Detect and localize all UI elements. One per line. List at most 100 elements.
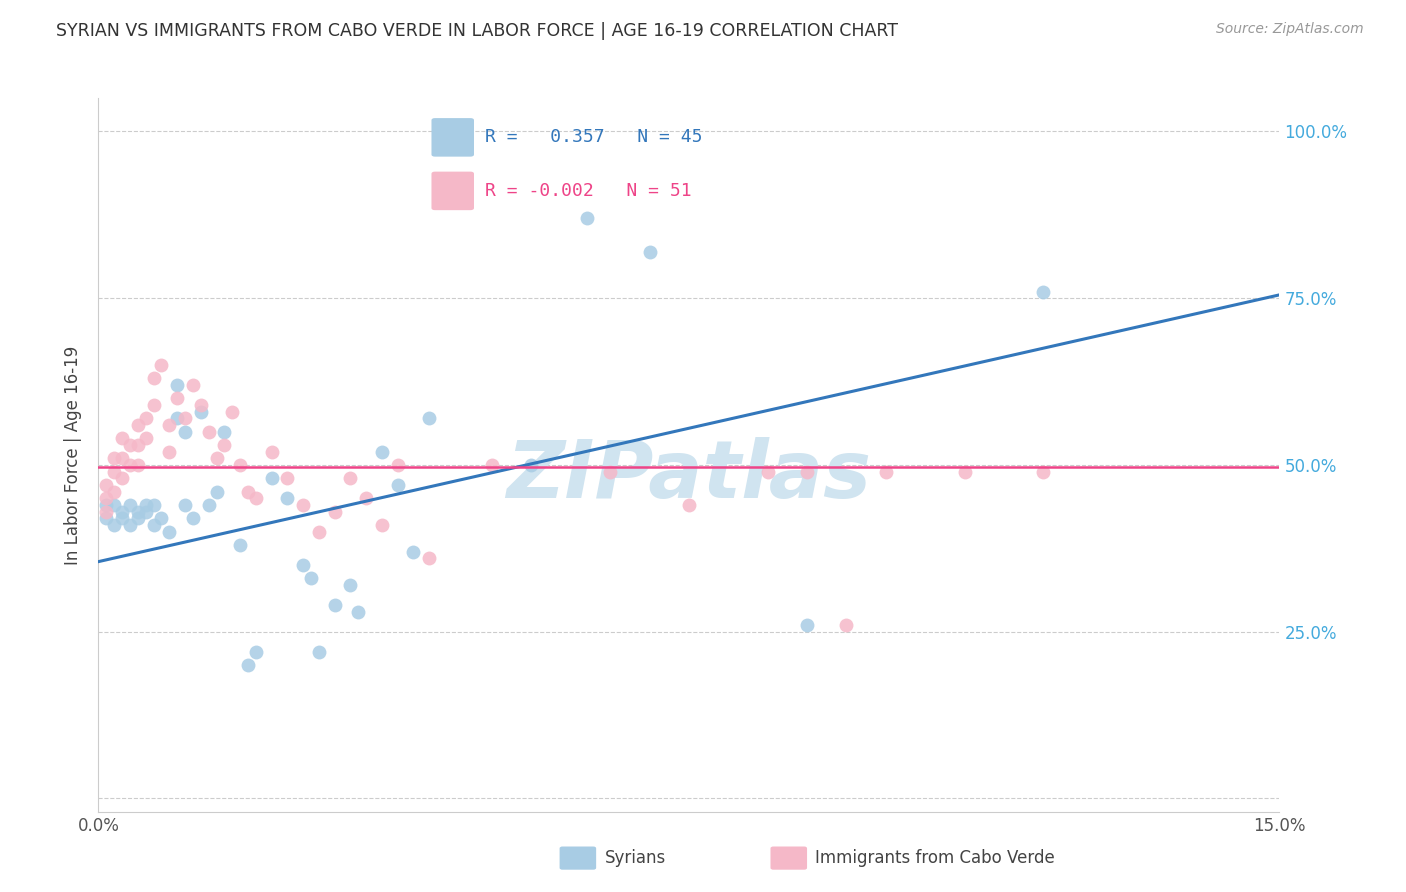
Point	[96, 505, 118, 519]
Point	[402, 544, 425, 558]
Point	[323, 505, 346, 519]
Text: R =   0.357   N = 45: R = 0.357 N = 45	[485, 128, 702, 146]
Point	[118, 518, 141, 533]
Point	[292, 558, 315, 572]
Y-axis label: In Labor Force | Age 16-19: In Labor Force | Age 16-19	[65, 345, 83, 565]
Point	[174, 411, 197, 425]
Text: Source: ZipAtlas.com: Source: ZipAtlas.com	[1216, 22, 1364, 37]
Point	[127, 505, 149, 519]
Point	[221, 404, 243, 418]
Point	[260, 444, 283, 458]
Point	[103, 451, 125, 466]
Point	[174, 425, 197, 439]
Point	[111, 431, 134, 445]
Point	[157, 417, 180, 432]
Point	[308, 524, 330, 539]
Point	[214, 438, 236, 452]
Point	[276, 471, 298, 485]
Point	[166, 377, 188, 392]
Point	[174, 498, 197, 512]
Point	[796, 465, 818, 479]
Point	[229, 458, 252, 472]
Point	[354, 491, 377, 506]
Point	[245, 491, 267, 506]
Point	[299, 571, 322, 585]
Point	[96, 511, 118, 525]
Point	[953, 465, 976, 479]
Point	[181, 511, 204, 525]
Point	[245, 645, 267, 659]
Point	[103, 518, 125, 533]
Point	[214, 425, 236, 439]
Point	[292, 498, 315, 512]
Point	[127, 458, 149, 472]
Point	[371, 518, 394, 533]
Point	[205, 484, 228, 499]
Point	[236, 658, 259, 673]
Point	[197, 498, 219, 512]
Point	[142, 371, 165, 385]
Point	[111, 451, 134, 466]
Point	[150, 511, 173, 525]
Text: Syrians: Syrians	[605, 849, 666, 867]
Point	[229, 538, 252, 552]
Point	[638, 244, 661, 259]
Point	[96, 491, 118, 506]
Point	[205, 451, 228, 466]
Point	[387, 458, 409, 472]
Point	[103, 465, 125, 479]
Point	[418, 551, 440, 566]
Point	[260, 471, 283, 485]
Point	[387, 478, 409, 492]
Point	[96, 498, 118, 512]
Point	[157, 524, 180, 539]
Point	[127, 438, 149, 452]
Point	[142, 498, 165, 512]
Point	[835, 618, 858, 632]
Point	[127, 417, 149, 432]
Point	[339, 578, 361, 592]
Point	[166, 411, 188, 425]
Point	[418, 411, 440, 425]
Point	[111, 505, 134, 519]
Point	[142, 398, 165, 412]
Text: Immigrants from Cabo Verde: Immigrants from Cabo Verde	[815, 849, 1056, 867]
Point	[520, 458, 543, 472]
Point	[103, 484, 125, 499]
Point	[197, 425, 219, 439]
Point	[127, 511, 149, 525]
Point	[111, 471, 134, 485]
Point	[1032, 465, 1054, 479]
Point	[599, 465, 621, 479]
Text: ZIPatlas: ZIPatlas	[506, 437, 872, 516]
Point	[135, 498, 157, 512]
Point	[323, 598, 346, 612]
Point	[135, 505, 157, 519]
Point	[157, 444, 180, 458]
Point	[756, 465, 779, 479]
Text: R = -0.002   N = 51: R = -0.002 N = 51	[485, 182, 692, 200]
Point	[371, 444, 394, 458]
Point	[796, 618, 818, 632]
Point	[118, 438, 141, 452]
Point	[190, 398, 212, 412]
Point	[135, 431, 157, 445]
Point	[135, 411, 157, 425]
Point	[347, 605, 370, 619]
Point	[150, 358, 173, 372]
Point	[166, 391, 188, 405]
Point	[276, 491, 298, 506]
Point	[181, 377, 204, 392]
Point	[308, 645, 330, 659]
Point	[1032, 285, 1054, 299]
FancyBboxPatch shape	[432, 171, 474, 211]
Point	[111, 511, 134, 525]
Point	[678, 498, 700, 512]
Point	[481, 458, 503, 472]
Point	[236, 484, 259, 499]
Point	[875, 465, 897, 479]
Point	[118, 458, 141, 472]
Point	[339, 471, 361, 485]
Text: SYRIAN VS IMMIGRANTS FROM CABO VERDE IN LABOR FORCE | AGE 16-19 CORRELATION CHAR: SYRIAN VS IMMIGRANTS FROM CABO VERDE IN …	[56, 22, 898, 40]
FancyBboxPatch shape	[432, 118, 474, 157]
